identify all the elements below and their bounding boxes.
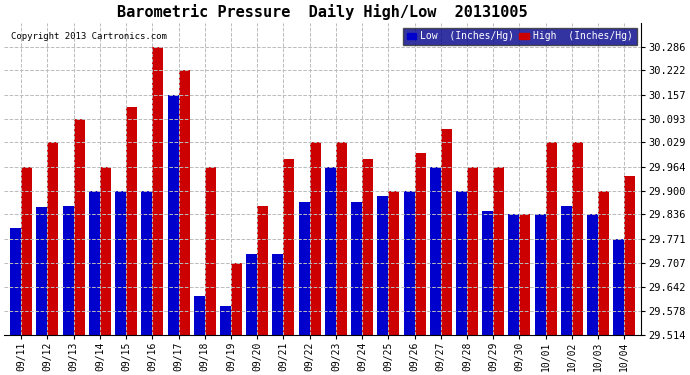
Bar — [152, 46, 164, 334]
Bar — [613, 238, 624, 334]
Legend: Low  (Inches/Hg), High  (Inches/Hg): Low (Inches/Hg), High (Inches/Hg) — [403, 28, 637, 45]
Bar — [493, 166, 504, 334]
Bar — [21, 166, 32, 334]
Bar — [141, 190, 152, 334]
Bar — [482, 211, 493, 334]
Bar — [336, 142, 347, 334]
Bar — [351, 202, 362, 334]
Bar — [598, 190, 609, 334]
Bar — [624, 176, 635, 334]
Bar — [388, 190, 400, 334]
Bar — [377, 196, 388, 334]
Title: Barometric Pressure  Daily High/Low  20131005: Barometric Pressure Daily High/Low 20131… — [117, 4, 528, 20]
Bar — [415, 153, 426, 334]
Bar — [89, 190, 100, 334]
Bar — [299, 202, 310, 334]
Bar — [546, 142, 557, 334]
Bar — [194, 296, 205, 334]
Bar — [37, 207, 48, 334]
Bar — [535, 214, 546, 334]
Bar — [284, 159, 295, 334]
Bar — [231, 262, 242, 334]
Bar — [179, 70, 190, 334]
Bar — [404, 190, 415, 334]
Bar — [10, 228, 21, 334]
Bar — [246, 254, 257, 334]
Bar — [587, 214, 598, 334]
Bar — [126, 106, 137, 334]
Bar — [441, 129, 452, 334]
Text: Copyright 2013 Cartronics.com: Copyright 2013 Cartronics.com — [10, 32, 166, 41]
Bar — [205, 166, 216, 334]
Bar — [115, 190, 126, 334]
Bar — [509, 214, 520, 334]
Bar — [63, 206, 74, 334]
Bar — [273, 254, 284, 334]
Bar — [572, 142, 583, 334]
Bar — [168, 95, 179, 334]
Bar — [257, 206, 268, 334]
Bar — [100, 166, 111, 334]
Bar — [74, 118, 85, 334]
Bar — [325, 166, 336, 334]
Bar — [430, 166, 441, 334]
Bar — [362, 159, 373, 334]
Bar — [48, 142, 59, 334]
Bar — [520, 214, 531, 334]
Bar — [310, 142, 321, 334]
Bar — [561, 206, 572, 334]
Bar — [456, 190, 467, 334]
Bar — [467, 166, 478, 334]
Bar — [220, 306, 231, 334]
